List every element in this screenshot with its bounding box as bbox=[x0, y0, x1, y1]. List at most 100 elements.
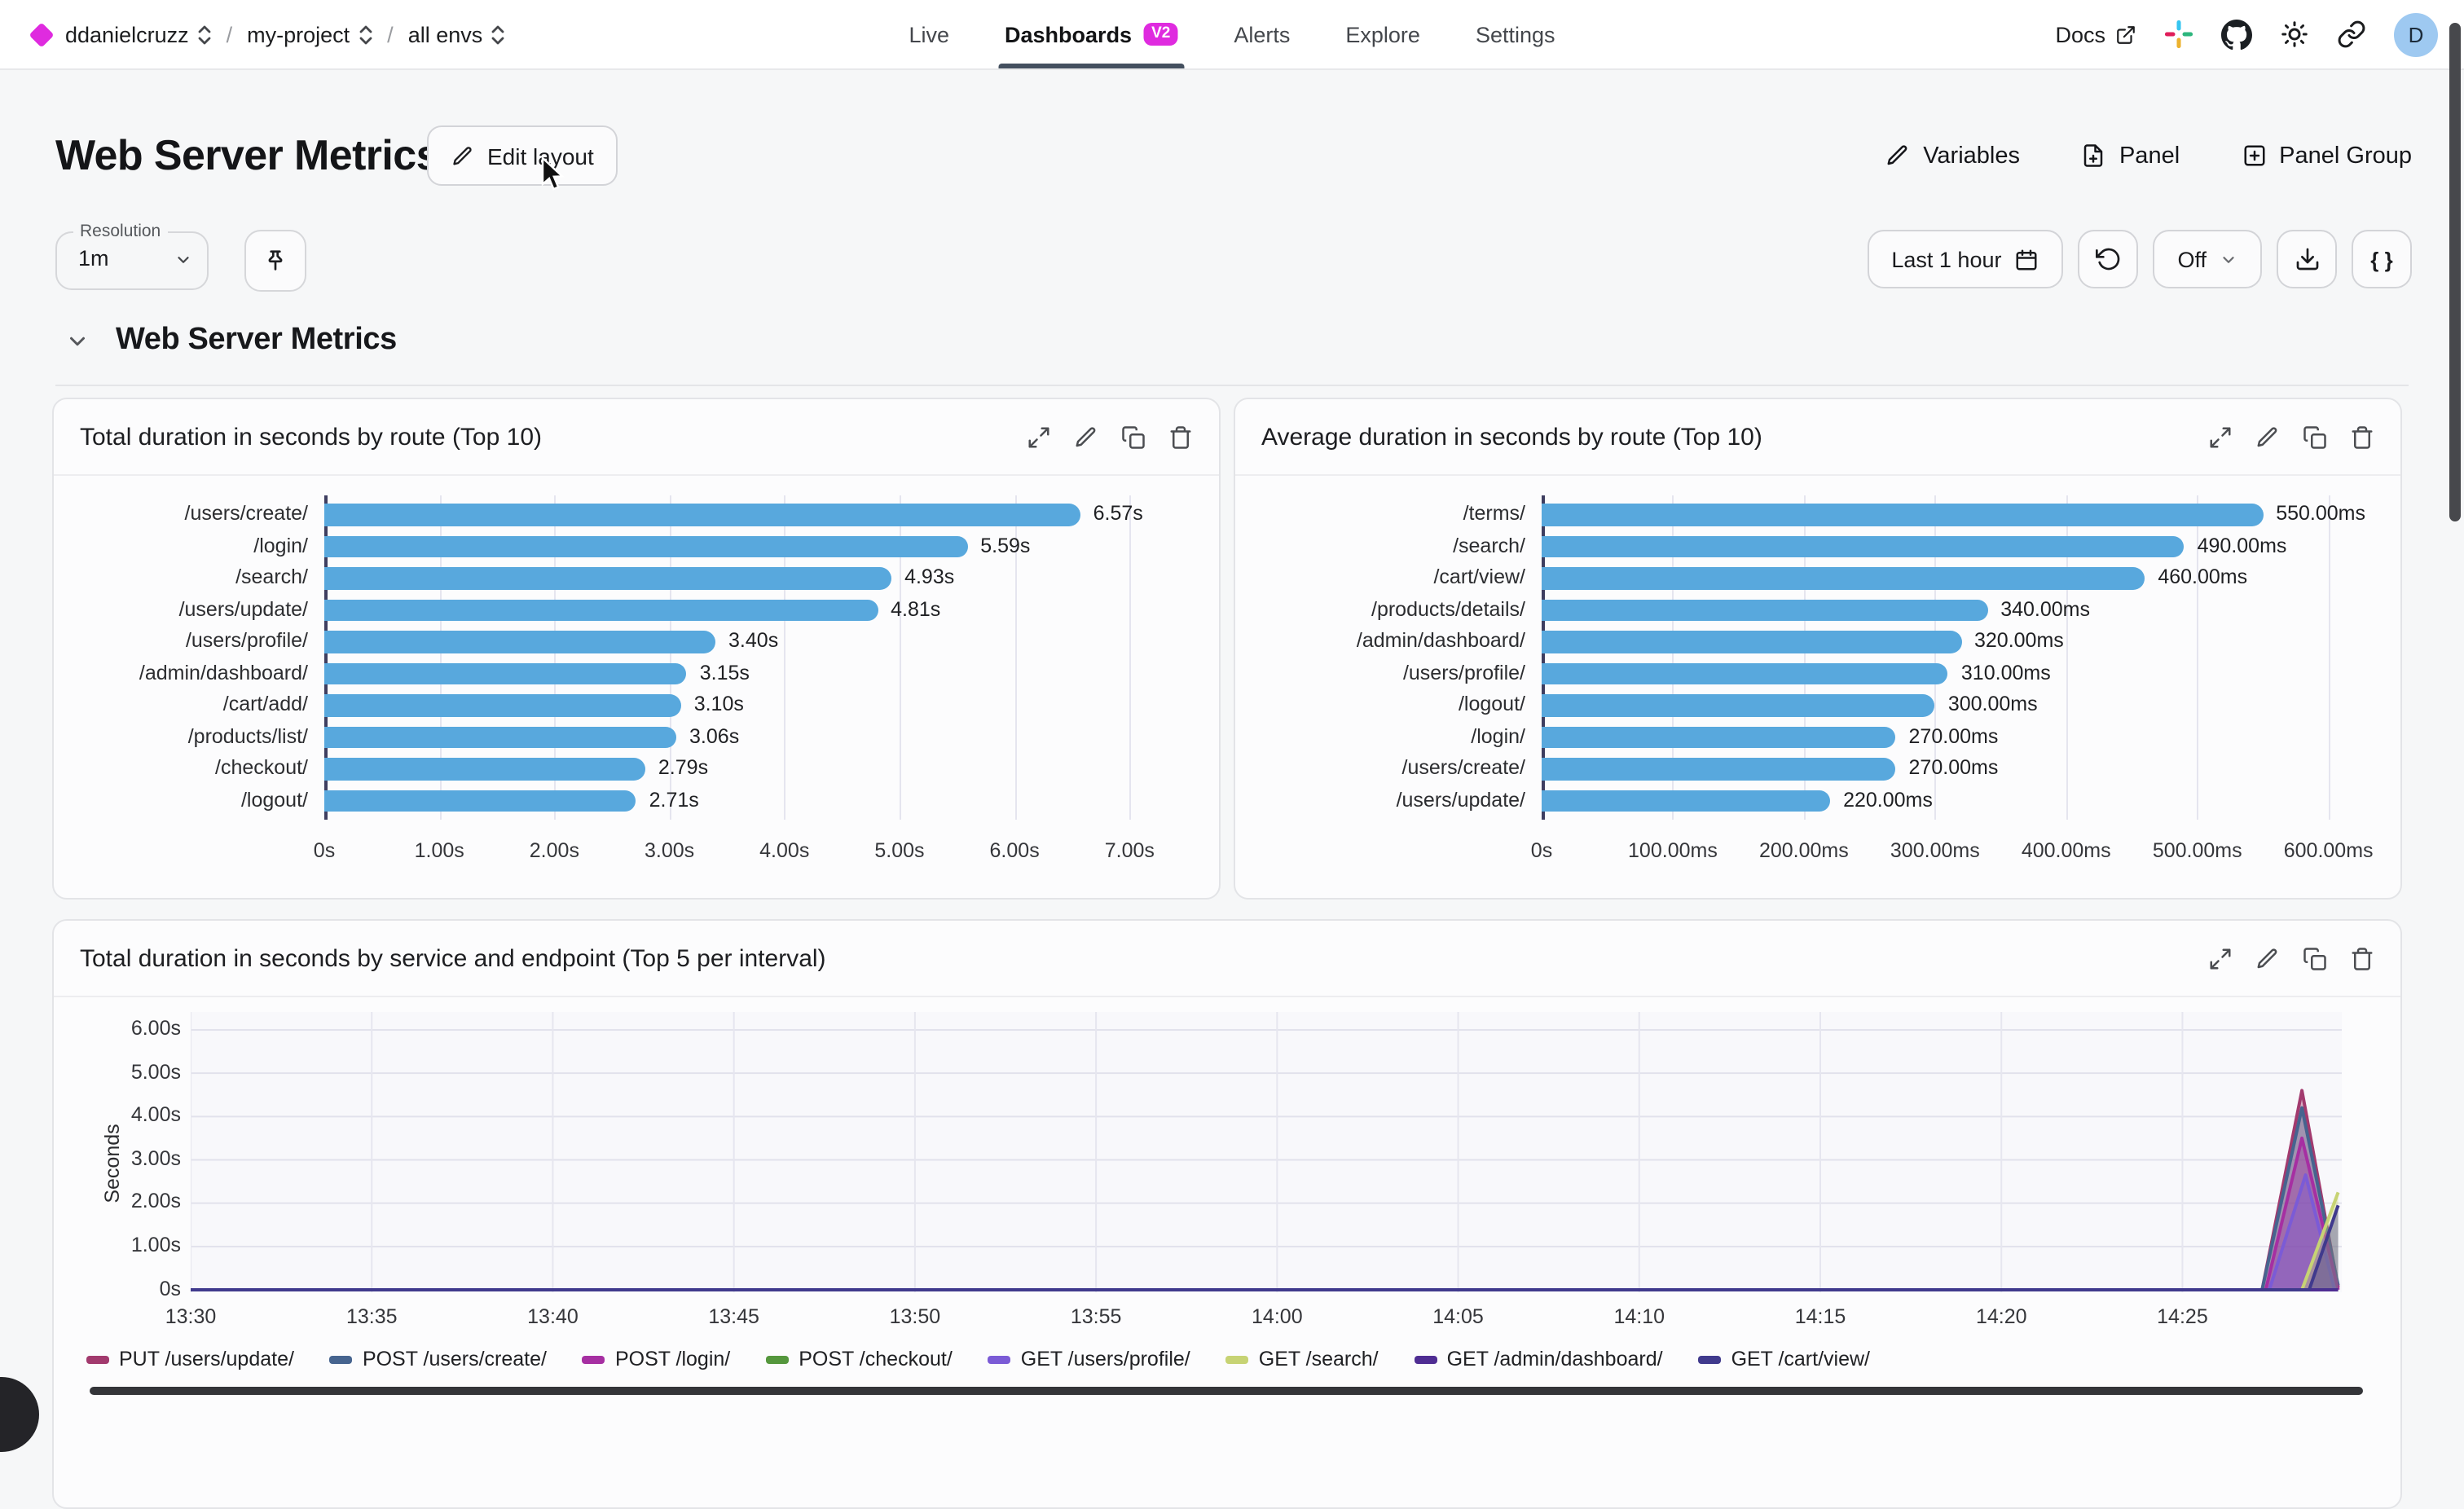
bar-category-label: /admin/dashboard/ bbox=[139, 661, 308, 684]
tab-alerts[interactable]: Alerts bbox=[1234, 0, 1290, 68]
add-panel-group-button[interactable]: Panel Group bbox=[2242, 143, 2412, 169]
json-view-button[interactable]: { } bbox=[2352, 230, 2412, 288]
time-range-picker[interactable]: Last 1 hour bbox=[1867, 230, 2064, 288]
variables-button[interactable]: Variables bbox=[1885, 143, 2020, 169]
bar bbox=[1542, 567, 2145, 589]
horizontal-scrollbar-thumb[interactable] bbox=[90, 1387, 2363, 1395]
legend-item[interactable]: POST /login/ bbox=[582, 1348, 731, 1370]
edit-icon[interactable] bbox=[2255, 425, 2280, 449]
expand-icon[interactable] bbox=[2208, 425, 2233, 449]
bar bbox=[324, 726, 677, 748]
x-tick-label: 100.00ms bbox=[1628, 839, 1718, 862]
breadcrumb-project[interactable]: my-project bbox=[247, 22, 372, 46]
edit-layout-button[interactable]: Edit layout bbox=[427, 125, 618, 186]
bar-value-label: 300.00ms bbox=[1947, 693, 2038, 715]
delete-icon[interactable] bbox=[2350, 425, 2374, 449]
tab-dashboards[interactable]: Dashboards V2 bbox=[998, 0, 1185, 68]
duplicate-icon[interactable] bbox=[1121, 425, 1146, 449]
user-avatar[interactable]: D bbox=[2394, 12, 2438, 56]
delete-icon[interactable] bbox=[1168, 425, 1193, 449]
y-tick-label: 6.00s bbox=[130, 1017, 181, 1040]
bar-category-label: /search/ bbox=[1453, 534, 1525, 557]
legend-item[interactable]: POST /users/create/ bbox=[329, 1348, 547, 1370]
section-divider bbox=[55, 385, 2409, 386]
hbar-grid: /users/create/ /login/ /search/ /users/upda… bbox=[80, 495, 1193, 820]
download-button[interactable] bbox=[2277, 230, 2337, 288]
legend-item[interactable]: PUT /users/update/ bbox=[86, 1348, 294, 1370]
duplicate-icon[interactable] bbox=[2303, 425, 2327, 449]
pencil-icon bbox=[1887, 145, 1907, 165]
panel-title: Total duration in seconds by route (Top … bbox=[80, 423, 542, 451]
delete-icon[interactable] bbox=[2350, 946, 2374, 970]
expand-icon[interactable] bbox=[2208, 946, 2233, 970]
brand-logo-icon[interactable] bbox=[29, 21, 55, 47]
docs-link[interactable]: Docs bbox=[2055, 22, 2136, 46]
slack-icon[interactable] bbox=[2164, 20, 2193, 49]
vertical-scrollbar-thumb[interactable] bbox=[2449, 23, 2461, 521]
bar-category-label: /logout/ bbox=[1458, 693, 1525, 715]
bar-row: 220.00ms bbox=[1542, 785, 2374, 816]
x-axis-tick-labels: 13:30 13:35 13:40 13:45 13:50 13:55 14:00 14:05… bbox=[165, 1305, 2342, 1335]
auto-refresh-select[interactable]: Off bbox=[2153, 230, 2262, 288]
y-tick-label: 4.00s bbox=[130, 1103, 181, 1127]
legend-swatch bbox=[766, 1355, 790, 1363]
bar bbox=[1542, 694, 1935, 716]
breadcrumb-org[interactable]: ddanielcruzz bbox=[65, 22, 212, 46]
x-tick-label: 7.00s bbox=[1104, 839, 1155, 862]
edit-icon[interactable] bbox=[2255, 946, 2280, 970]
legend-item[interactable]: GET /admin/dashboard/ bbox=[1414, 1348, 1663, 1370]
bar bbox=[324, 567, 892, 589]
add-panel-button[interactable]: Panel bbox=[2082, 143, 2180, 169]
tab-explore[interactable]: Explore bbox=[1345, 0, 1420, 68]
edit-icon[interactable] bbox=[1074, 425, 1098, 449]
collapse-chevron-icon[interactable] bbox=[65, 328, 90, 353]
legend-item[interactable]: GET /search/ bbox=[1225, 1348, 1379, 1370]
panel-header: Total duration in seconds by route (Top … bbox=[54, 399, 1219, 476]
bar-row: 3.15s bbox=[324, 658, 1193, 689]
hbar-chart-average-duration[interactable]: /terms/ /search/ /cart/view/ /products/deta… bbox=[1235, 476, 2400, 878]
tab-settings[interactable]: Settings bbox=[1476, 0, 1555, 68]
bar bbox=[1542, 726, 1896, 748]
timeseries-plot[interactable] bbox=[191, 1012, 2342, 1292]
y-tick-label: 5.00s bbox=[130, 1060, 181, 1084]
chevron-down-icon bbox=[178, 257, 189, 263]
legend-item[interactable]: POST /checkout/ bbox=[766, 1348, 953, 1370]
corner-widget[interactable] bbox=[0, 1377, 39, 1452]
duplicate-icon[interactable] bbox=[2303, 946, 2327, 970]
x-tick-label: 2.00s bbox=[529, 839, 579, 862]
resolution-select[interactable]: Resolution 1m bbox=[55, 222, 209, 290]
bar-row: 300.00ms bbox=[1542, 689, 2374, 721]
bar-value-label: 270.00ms bbox=[1908, 724, 1999, 747]
breadcrumb-env[interactable]: all envs bbox=[408, 22, 506, 46]
bar-category-label: /users/profile/ bbox=[1402, 661, 1525, 684]
tab-live[interactable]: Live bbox=[909, 0, 950, 68]
axis-line bbox=[324, 495, 327, 820]
bar-category-label: /users/update/ bbox=[178, 597, 308, 620]
gridline bbox=[669, 495, 671, 820]
panel-header: Total duration in seconds by service and… bbox=[54, 921, 2400, 997]
bar-value-label: 340.00ms bbox=[2000, 597, 2090, 620]
bar bbox=[324, 790, 636, 812]
x-tick-label: 600.00ms bbox=[2283, 839, 2374, 862]
legend-label: POST /checkout/ bbox=[799, 1348, 953, 1370]
bar-row: 3.10s bbox=[324, 689, 1193, 721]
bar-value-label: 460.00ms bbox=[2158, 565, 2248, 588]
bar-category-label: /products/list/ bbox=[187, 724, 308, 747]
refresh-button[interactable] bbox=[2078, 230, 2139, 288]
legend-item[interactable]: GET /cart/view/ bbox=[1698, 1348, 1870, 1370]
x-tick-label: 1.00s bbox=[414, 839, 464, 862]
bar-value-label: 3.06s bbox=[689, 724, 740, 747]
legend-label: POST /login/ bbox=[614, 1348, 731, 1370]
x-tick-label: 3.00s bbox=[644, 839, 695, 862]
theme-toggle-sun-icon[interactable] bbox=[2280, 20, 2309, 49]
x-tick-label: 13:35 bbox=[345, 1305, 398, 1328]
share-link-icon[interactable] bbox=[2337, 20, 2366, 49]
legend-item[interactable]: GET /users/profile/ bbox=[988, 1348, 1190, 1370]
gridline bbox=[1129, 495, 1132, 820]
github-icon[interactable] bbox=[2221, 19, 2252, 50]
bar bbox=[1542, 758, 1896, 780]
expand-icon[interactable] bbox=[1027, 425, 1051, 449]
pin-resolution-button[interactable] bbox=[244, 230, 306, 292]
hbar-chart-total-duration[interactable]: /users/create/ /login/ /search/ /users/upda… bbox=[54, 476, 1219, 878]
x-tick-label: 13:55 bbox=[1070, 1305, 1122, 1328]
